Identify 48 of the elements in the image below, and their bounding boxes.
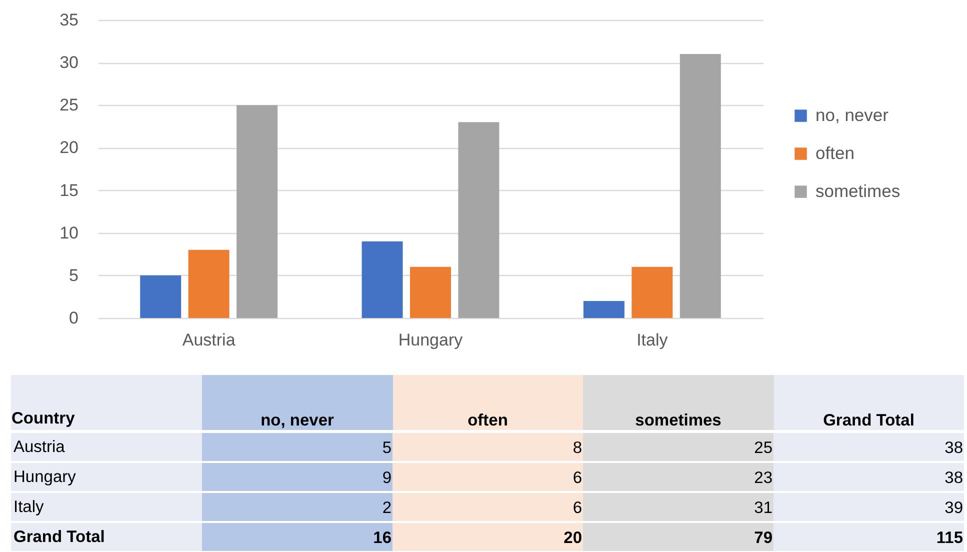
data-label: 6 [572, 499, 582, 517]
x-tick-label: no, never [260, 412, 335, 430]
y-tick-label: 25 [60, 96, 78, 115]
bar [410, 266, 451, 318]
y-tick-label: 15 [60, 180, 78, 200]
y-tick-label: 5 [69, 266, 78, 285]
x-tick-label: Austria [182, 330, 236, 350]
legend-label: often [816, 142, 854, 163]
y-tick-label: Italy [14, 498, 45, 516]
y-tick-label: Grand Total [14, 528, 105, 546]
data-label: 16 [373, 529, 392, 547]
x-tick-label: Hungary [398, 330, 464, 350]
x-tick-label: sometimes [635, 412, 722, 430]
data-label: 39 [944, 499, 963, 517]
y-tick-label: 0 [69, 308, 78, 328]
data-label: 115 [936, 529, 963, 547]
y-tick-label: Hungary [14, 468, 77, 486]
legend-label: no, never [816, 104, 889, 125]
data-label: 38 [944, 469, 963, 487]
legend-label: sometimes [816, 180, 900, 201]
bar [362, 241, 403, 318]
data-label: 2 [382, 499, 392, 517]
x-tick-label: Grand Total [823, 412, 914, 430]
y-tick-label: 10 [60, 223, 78, 242]
bar [236, 105, 278, 318]
data-label: 20 [564, 529, 582, 547]
bar [680, 54, 721, 318]
x-tick-label: Italy [636, 330, 668, 350]
y-tick-label: 30 [60, 53, 78, 72]
data-label: 31 [754, 499, 772, 517]
data-label: 5 [382, 439, 392, 457]
bar [583, 300, 624, 318]
bar [458, 122, 500, 318]
data-label: 38 [944, 439, 963, 457]
bar [632, 266, 673, 318]
data-label: 6 [572, 469, 582, 487]
y-axis-title: Country [12, 410, 76, 428]
y-tick-label: 20 [60, 138, 78, 158]
data-label: 79 [754, 529, 772, 547]
bar [140, 275, 182, 318]
y-tick-label: 35 [60, 10, 78, 30]
y-tick-label: Austria [14, 438, 66, 456]
bar [188, 250, 230, 318]
data-label: 8 [572, 439, 582, 457]
data-label: 23 [754, 469, 772, 487]
x-tick-label: often [468, 412, 508, 430]
data-label: 9 [382, 469, 392, 487]
data-label: 25 [754, 439, 772, 457]
